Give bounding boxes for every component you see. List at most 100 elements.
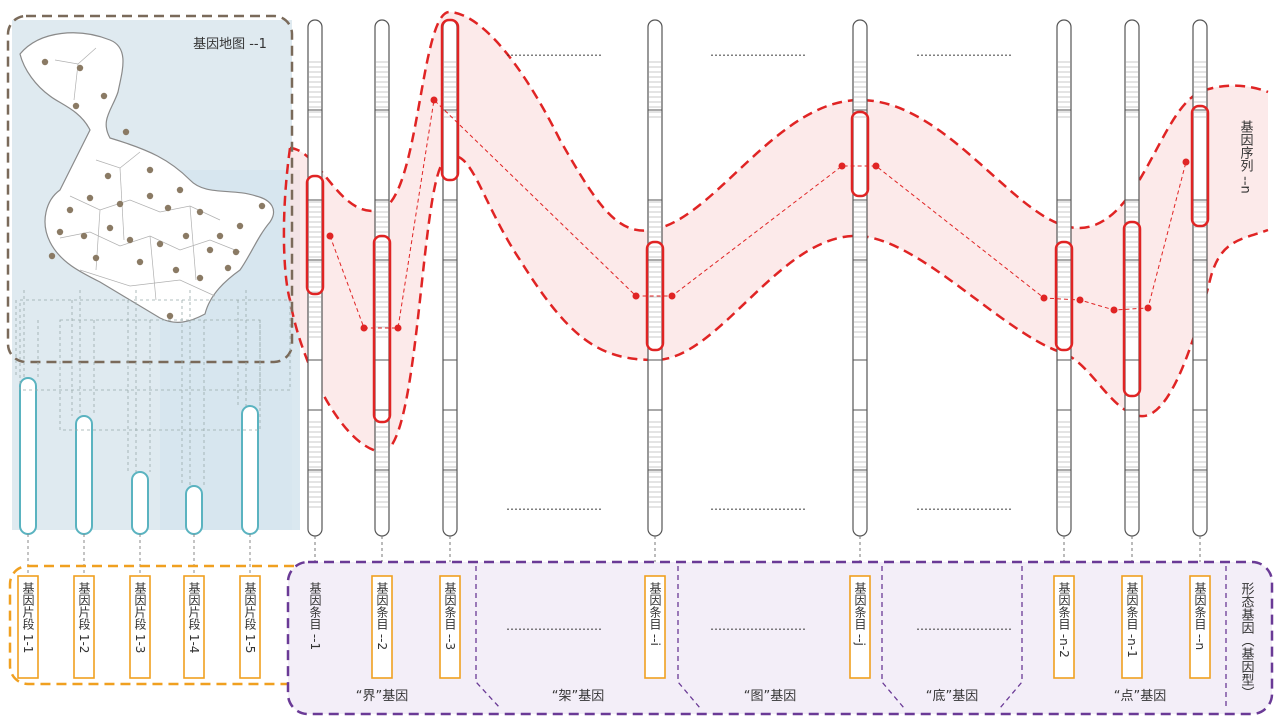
category-label: “架”基因: [552, 689, 604, 704]
map-dot: [76, 64, 84, 72]
chromosome-bands: [649, 420, 661, 510]
entry-label-text: 基因条目 --3: [443, 582, 457, 651]
entry-label-text: 基因条目 --n: [1193, 582, 1207, 651]
map-dot: [236, 222, 244, 230]
chromosome-highlight: [1122, 220, 1142, 398]
entry-label: 基因条目 --i: [644, 575, 666, 679]
chromosome: [1054, 19, 1074, 576]
chromosome-bands: [444, 200, 456, 340]
category-label: “界”基因: [356, 689, 408, 704]
map-dot: [232, 248, 240, 256]
map-dot: [72, 102, 80, 110]
chromosome-bands: [376, 200, 388, 340]
chromosome-bands: [1058, 200, 1070, 340]
gene-link-dot: [1110, 306, 1118, 314]
map-dot: [258, 202, 266, 210]
entry-label: 基因条目 --3: [439, 575, 461, 679]
entry-label-boxes: 基因片段 1-1 基因片段 1-2 基因片段 1-3 基因片段 1-4 基因片段 1-5…: [17, 575, 1211, 679]
entry-label-box: [1189, 575, 1211, 679]
chromosome-bands: [1194, 200, 1206, 340]
chromosome: [372, 19, 392, 576]
ellipsis-text: ……………………: [710, 45, 806, 59]
map-dot: [86, 194, 94, 202]
map-dot: [164, 204, 172, 212]
fragment-bar: [131, 471, 149, 535]
chromosome-bands: [444, 60, 456, 120]
entry-label: 基因条目 --1: [308, 582, 322, 651]
category-separators: [475, 566, 1227, 709]
gene-band-lower-boundary: [282, 147, 1269, 454]
chromosome-bands: [854, 60, 866, 120]
chromosome-bands: [376, 420, 388, 510]
gene-link-dot: [1182, 158, 1190, 166]
map-dot: [80, 232, 88, 240]
map-dot: [116, 200, 124, 208]
map-dot: [224, 264, 232, 272]
entry-label-text: 基因片段 1-1: [21, 582, 35, 654]
ellipsis-text: ……………………: [916, 499, 1012, 513]
gene-link-dot: [430, 96, 438, 104]
map-dot: [216, 232, 224, 240]
map-link-box: [19, 299, 291, 391]
map-backdrop: [12, 20, 300, 530]
map-dot: [206, 246, 214, 254]
chromosome-highlight: [1054, 240, 1074, 352]
entry-label-text: 基因片段 1-3: [133, 582, 147, 654]
entry-label: 基因片段 1-2: [73, 575, 95, 679]
chromosome: [1190, 19, 1210, 576]
map-dot: [146, 166, 154, 174]
fragment-bar: [241, 405, 259, 535]
gene-link-dot: [668, 292, 676, 300]
map-title: 基因地图 --1: [193, 37, 267, 52]
chromosome-columns: [305, 18, 1210, 576]
chromosome: [850, 19, 870, 576]
gene-sequence-band: [290, 11, 1268, 453]
map-dot: [106, 224, 114, 232]
map-dot: [56, 228, 64, 236]
chromosome-bands: [649, 200, 661, 340]
entry-label: 基因条目 -n-2: [1053, 575, 1075, 679]
gene-link-dot: [632, 292, 640, 300]
category-label: “图”基因: [744, 689, 796, 704]
map-dot: [122, 128, 130, 136]
entry-label: 基因片段 1-1: [17, 575, 39, 679]
entry-label-box: [1053, 575, 1075, 679]
map-dot: [156, 240, 164, 248]
chromosome-bands: [1126, 60, 1138, 120]
map-dot: [182, 232, 190, 240]
map-dot: [136, 258, 144, 266]
chromosome: [305, 19, 325, 576]
map-dot: [92, 254, 100, 262]
ellipsis-text: ……………………: [710, 499, 806, 513]
map-link-box: [59, 319, 261, 431]
entry-label: 基因条目 --2: [371, 575, 393, 679]
fragment-bar: [75, 415, 93, 535]
map-dot: [172, 266, 180, 274]
entry-label: 基因片段 1-5: [239, 575, 261, 679]
entry-label: 基因条目 --n: [1189, 575, 1211, 679]
category-label: “点”基因: [1114, 689, 1166, 704]
map-dot: [104, 172, 112, 180]
entry-label-box: [371, 575, 393, 679]
chromosome-highlight: [372, 234, 392, 424]
entry-label: 基因条目 -n-1: [1121, 575, 1143, 679]
map-dot: [100, 92, 108, 100]
ellipsis-text: ……………………: [916, 45, 1012, 59]
chromosome: [645, 19, 665, 576]
sequence-label: 基因序列 --n: [1238, 120, 1254, 194]
chromosome-highlight: [850, 110, 870, 198]
entry-label-box: [183, 575, 205, 679]
chromosome: [440, 18, 460, 576]
gene-fragment-bars: [19, 377, 259, 535]
chromosome-bands: [1126, 420, 1138, 510]
chromosome-bands: [376, 60, 388, 120]
map-dot: [126, 236, 134, 244]
chromosome-bands: [309, 60, 321, 120]
map-dot: [48, 252, 56, 260]
chromosome-bands: [1058, 60, 1070, 120]
gene-link-dot: [1144, 304, 1152, 312]
entry-label-text: 基因片段 1-4: [187, 582, 201, 654]
chromosome-highlight: [645, 240, 665, 352]
chromosome-highlight: [305, 174, 325, 296]
